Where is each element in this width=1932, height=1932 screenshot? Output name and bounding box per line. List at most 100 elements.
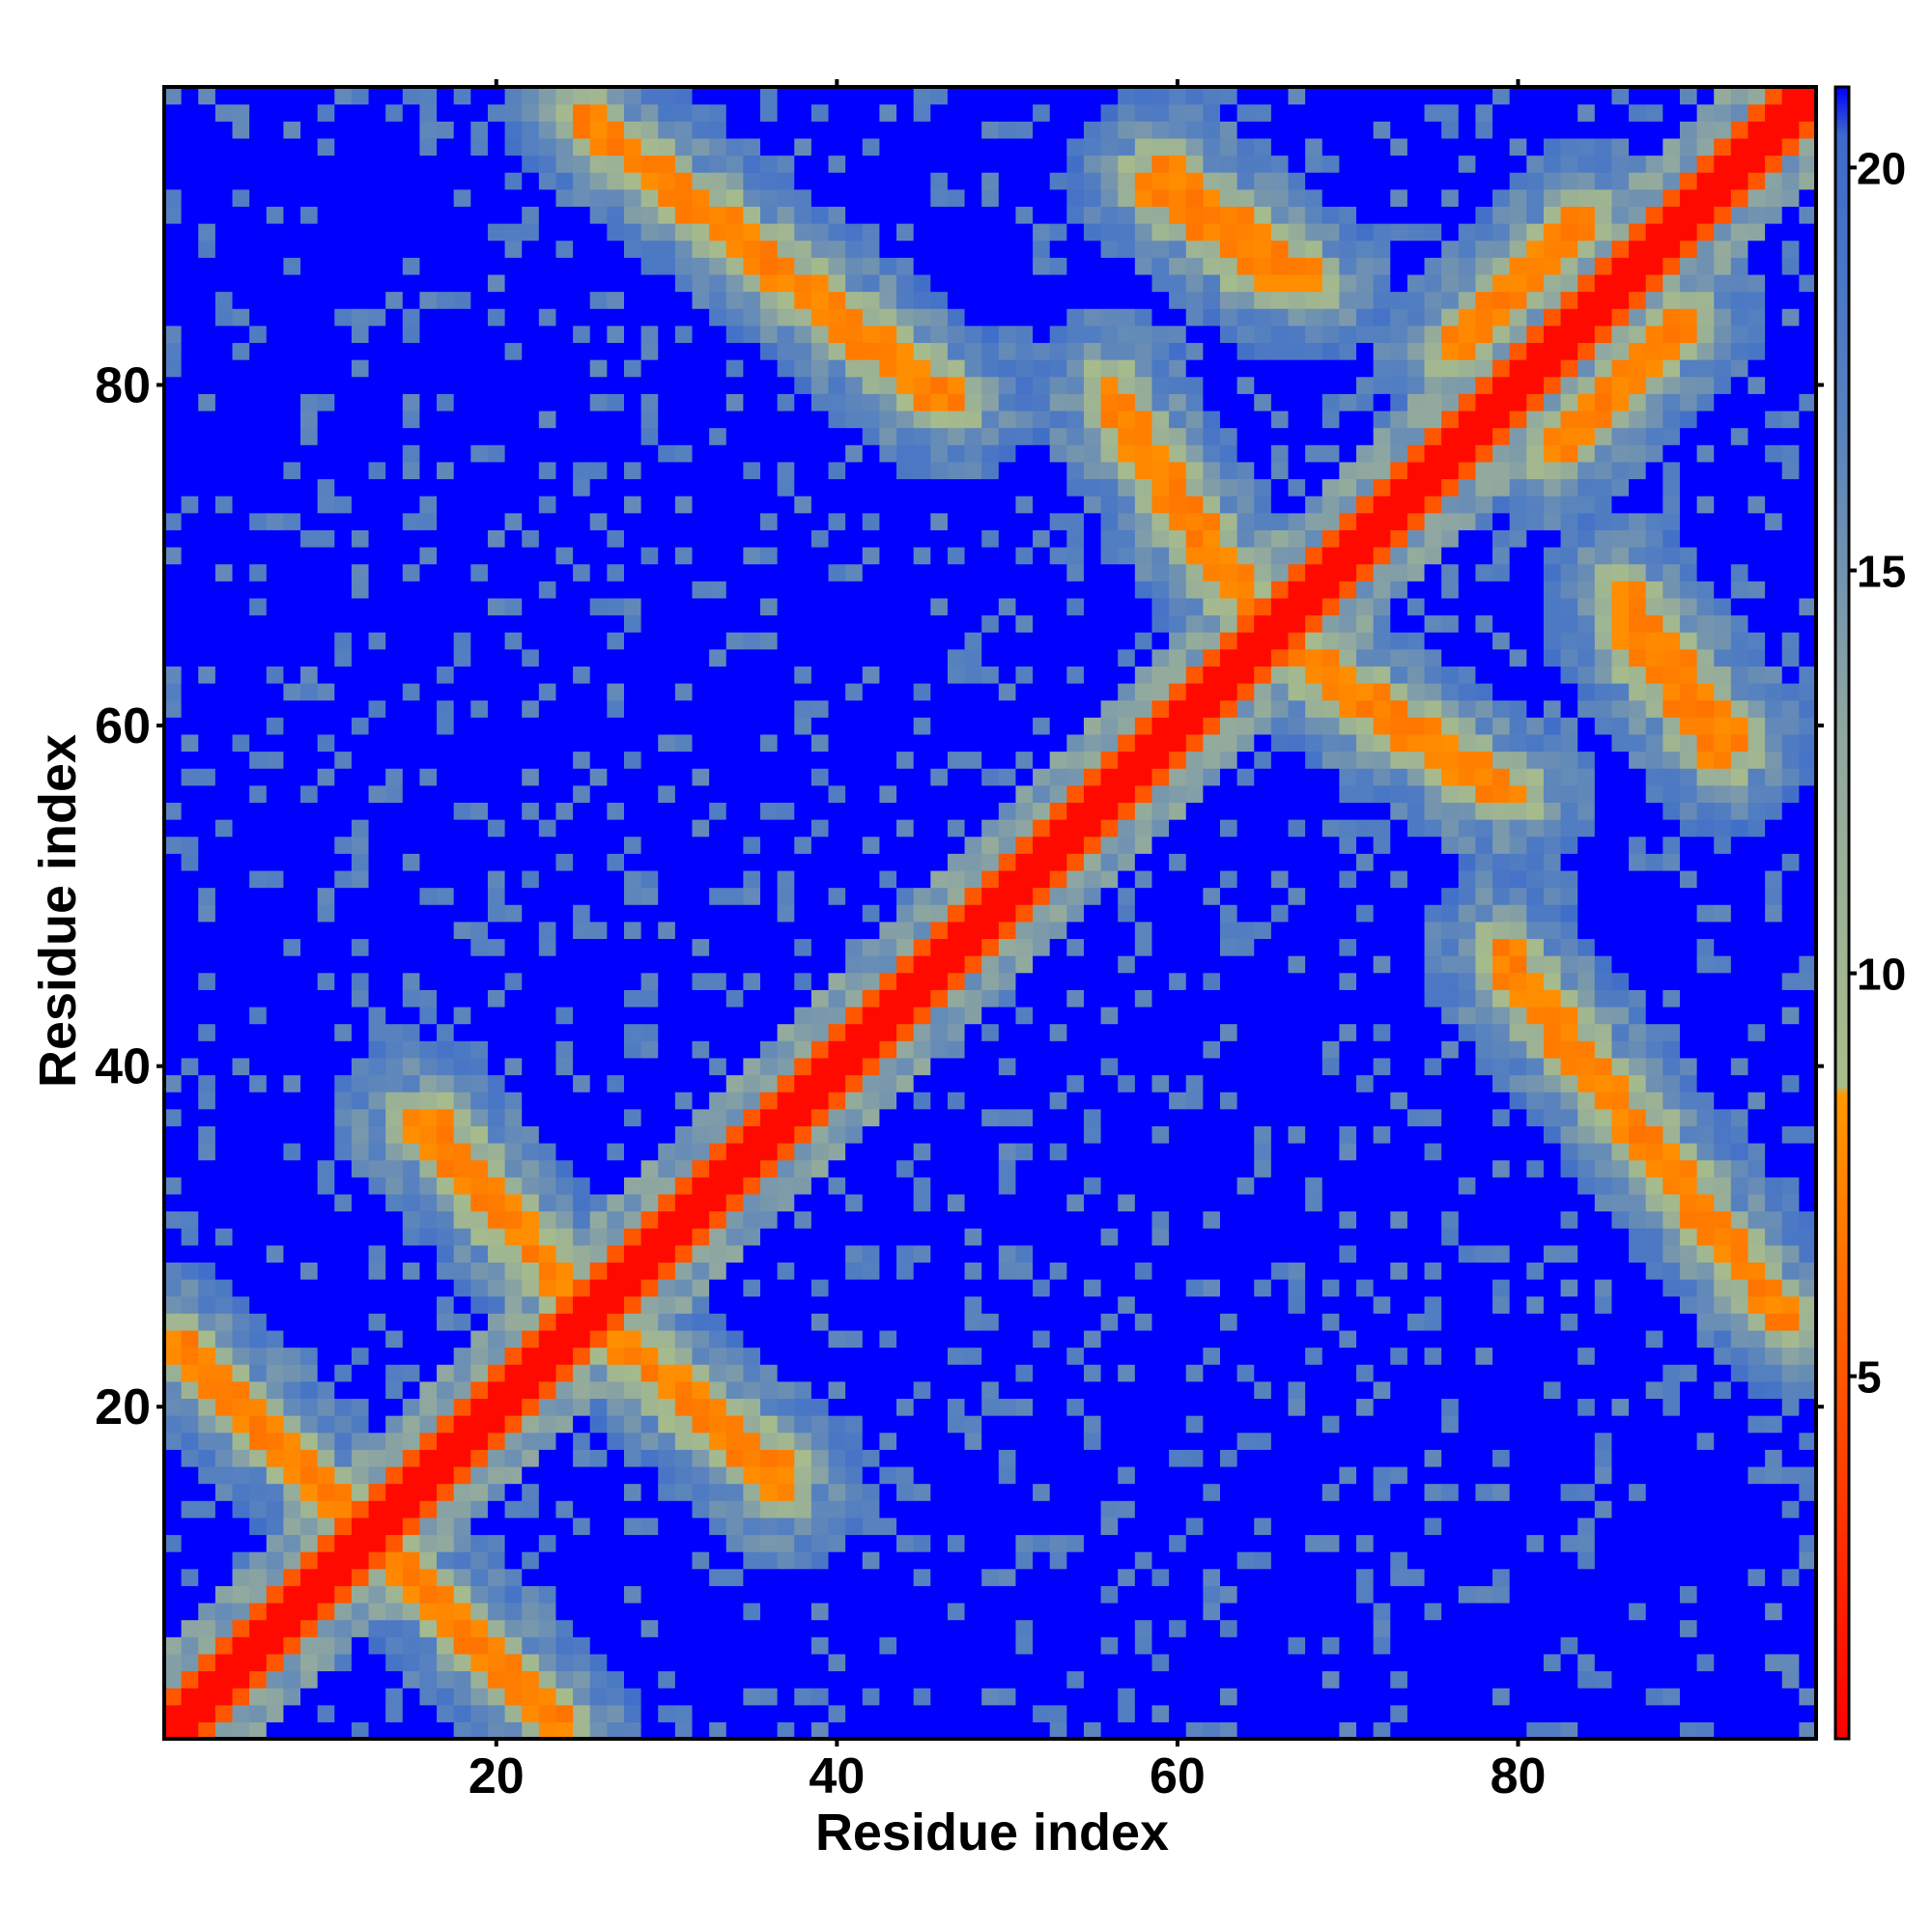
heatmap-cell [743, 563, 761, 582]
heatmap-cell [760, 784, 779, 804]
heatmap-cell [300, 1704, 319, 1722]
heatmap-cell [266, 666, 284, 684]
heatmap-cell [351, 359, 370, 378]
heatmap-cell [913, 478, 931, 497]
heatmap-cell [692, 581, 710, 599]
heatmap-cell [828, 1364, 846, 1382]
heatmap-cell [283, 1585, 301, 1604]
heatmap-cell [368, 581, 386, 599]
heatmap-cell [470, 1159, 489, 1178]
heatmap-cell [538, 1500, 557, 1519]
heatmap-cell [930, 751, 949, 769]
heatmap-cell [810, 291, 830, 309]
heatmap-cell [930, 1653, 949, 1672]
heatmap-cell [164, 1262, 183, 1280]
heatmap-cell [249, 563, 268, 582]
heatmap-cell [607, 1193, 625, 1212]
heatmap-cell [725, 103, 744, 122]
heatmap-cell [674, 938, 694, 956]
heatmap-cell [266, 1228, 284, 1246]
heatmap-cell [351, 240, 370, 258]
heatmap-cell [964, 1023, 982, 1041]
heatmap-cell [453, 1108, 471, 1126]
heatmap-cell [232, 1108, 250, 1126]
heatmap-cell [317, 1688, 335, 1706]
heatmap-cell [232, 683, 250, 701]
heatmap-cell [930, 904, 949, 923]
heatmap-cell [658, 1193, 676, 1212]
heatmap-cell [317, 938, 335, 956]
heatmap-cell [725, 819, 744, 838]
heatmap-cell [538, 648, 557, 667]
heatmap-cell [283, 1177, 301, 1195]
heatmap-cell [555, 1517, 574, 1536]
heatmap-cell [964, 1670, 982, 1689]
heatmap-cell [249, 648, 268, 667]
heatmap-cell [437, 563, 455, 582]
heatmap-cell [845, 1244, 864, 1263]
heatmap-cell [385, 1602, 404, 1621]
heatmap-cell [725, 699, 744, 718]
heatmap-cell [589, 291, 608, 309]
heatmap-cell [810, 802, 830, 820]
heatmap-cell [743, 666, 761, 684]
heatmap-cell [266, 563, 284, 582]
heatmap-cell [1015, 478, 1034, 497]
heatmap-cell [709, 103, 727, 122]
heatmap-cell [214, 1142, 234, 1161]
heatmap-cell [930, 188, 949, 207]
heatmap-cell [249, 1092, 268, 1110]
heatmap-cell [913, 137, 931, 156]
heatmap-cell [538, 1125, 557, 1144]
heatmap-cell [555, 376, 574, 394]
heatmap-cell [573, 1092, 591, 1110]
heatmap-cell [470, 1551, 489, 1570]
heatmap-cell [164, 921, 183, 940]
heatmap-cell [674, 1380, 694, 1400]
heatmap-cell [573, 581, 591, 599]
heatmap-cell [913, 648, 931, 667]
heatmap-cell [879, 257, 897, 275]
heatmap-cell [981, 325, 1000, 344]
heatmap-cell [214, 887, 234, 905]
heatmap-cell [504, 1653, 523, 1672]
heatmap-cell [266, 853, 284, 871]
heatmap-cell [351, 853, 370, 871]
heatmap-cell [879, 1670, 897, 1689]
heatmap-cell [692, 632, 710, 650]
heatmap-cell [164, 1092, 183, 1110]
heatmap-cell [692, 121, 710, 139]
heatmap-cell [692, 717, 710, 735]
heatmap-cell [555, 223, 574, 242]
heatmap-cell [998, 1432, 1017, 1450]
heatmap-cell [470, 751, 489, 769]
heatmap-cell [743, 904, 761, 923]
heatmap-cell [998, 836, 1017, 854]
heatmap-cell [674, 410, 694, 429]
heatmap-cell [334, 1432, 353, 1450]
heatmap-cell [504, 1500, 523, 1519]
heatmap-cell [487, 1125, 506, 1144]
heatmap-cell [964, 529, 982, 548]
heatmap-cell [419, 1193, 438, 1212]
heatmap-cell [522, 461, 540, 480]
heatmap-cell [862, 1347, 881, 1365]
heatmap-cell [692, 802, 710, 820]
heatmap-cell [674, 581, 694, 599]
heatmap-cell [334, 733, 353, 753]
heatmap-cell [725, 1534, 744, 1552]
heatmap-cell [828, 581, 846, 599]
heatmap-cell [930, 1619, 949, 1637]
heatmap-cell [725, 188, 744, 207]
heatmap-cell [607, 1228, 625, 1246]
heatmap-cell [504, 103, 523, 122]
heatmap-cell [470, 308, 489, 327]
heatmap-cell [334, 614, 353, 633]
heatmap-cell [214, 563, 234, 582]
heatmap-cell [743, 427, 761, 445]
heatmap-cell [810, 1177, 830, 1195]
heatmap-cell [640, 291, 659, 309]
heatmap-cell [300, 478, 319, 497]
heatmap-cell [828, 444, 846, 463]
heatmap-cell [998, 1279, 1017, 1297]
